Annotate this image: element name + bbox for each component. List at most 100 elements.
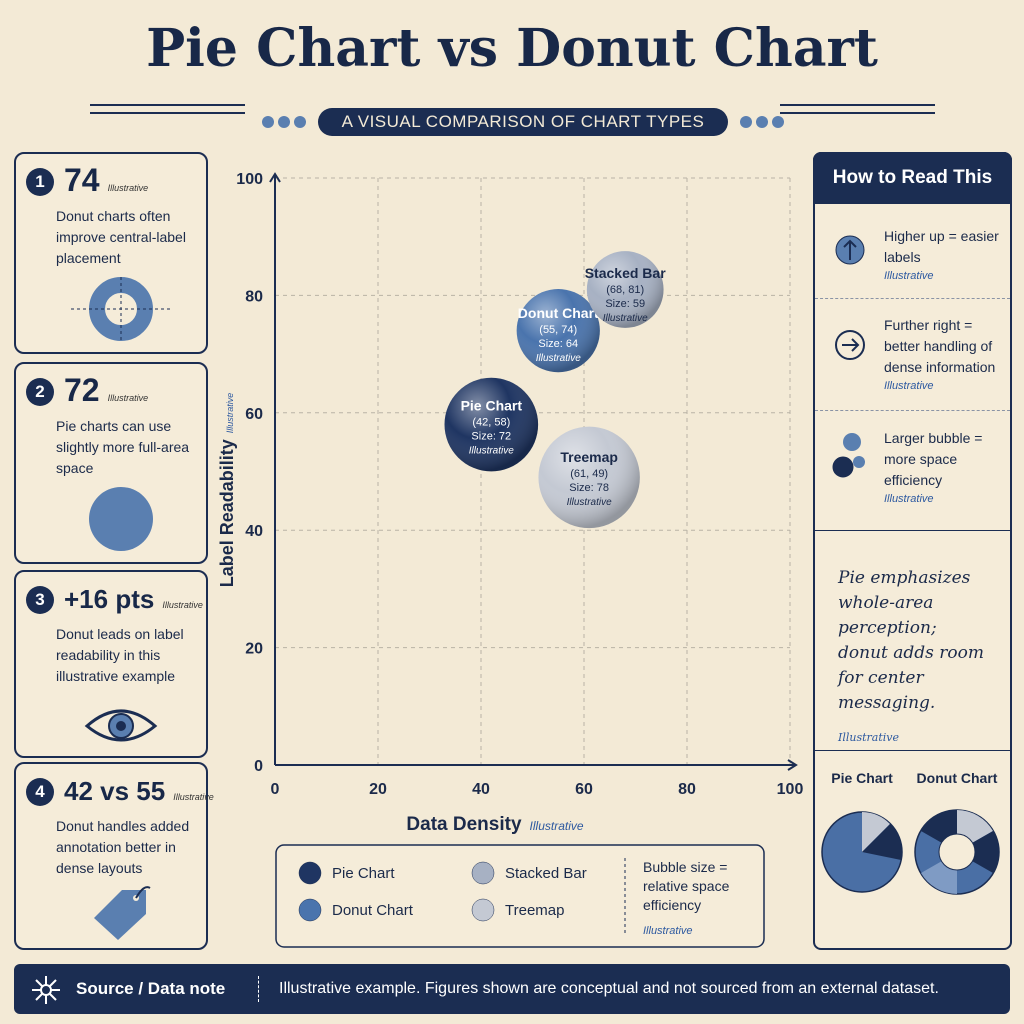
rule <box>780 104 935 106</box>
x-tick-label: 60 <box>575 781 593 798</box>
y-axis-label: Label Readability Illustrative <box>217 393 237 588</box>
legend-label: Treemap <box>505 902 564 919</box>
card-text: Pie charts can use slightly more full-ar… <box>56 418 190 476</box>
legend-swatch <box>471 861 495 885</box>
footer: Source / Data note Illustrative example.… <box>14 964 1010 1014</box>
legend-label: Pie Chart <box>332 865 395 882</box>
bubble-note: Illustrative <box>536 353 581 364</box>
x-tick-label: 0 <box>271 781 280 798</box>
mini-charts <box>821 809 1000 895</box>
mini-label: Pie Chart <box>831 770 893 786</box>
guide-text: Further right = better handling of dense… <box>884 317 996 375</box>
bubble-point-label: (42, 58) <box>472 417 510 429</box>
card-tag: Illustrative <box>173 792 214 802</box>
guide-item: Higher up = easier labels Illustrative <box>884 226 1004 284</box>
legend-note-tag: Illustrative <box>643 925 693 937</box>
legend-swatch <box>471 898 495 922</box>
tag-icon <box>94 886 151 940</box>
dot <box>262 116 274 128</box>
dot <box>278 116 290 128</box>
y-tick-label: 0 <box>254 758 263 775</box>
stat-card: 1 74 Illustrative Donut charts often impr… <box>14 152 208 354</box>
divider <box>815 410 1010 412</box>
rule <box>780 112 935 114</box>
bubble-name: Stacked Bar <box>585 265 666 281</box>
guide-item: Further right = better handling of dense… <box>884 315 1004 394</box>
card-number: 4 <box>26 778 54 806</box>
x-tick-label: 80 <box>678 781 696 798</box>
bubble-shine <box>586 251 664 328</box>
y-tick-label: 100 <box>236 171 263 188</box>
legend-note-line: relative space <box>643 878 730 894</box>
x-tick-label: 40 <box>472 781 490 798</box>
summary-tag: Illustrative <box>838 731 900 744</box>
guide-text: Higher up = easier labels <box>884 228 999 265</box>
bubble-name: Treemap <box>560 449 618 465</box>
dot <box>740 116 752 128</box>
stat-card: 2 72 Illustrative Pie charts can use slig… <box>14 362 208 564</box>
bubble-name: Donut Chart <box>518 305 599 321</box>
y-tick-label: 60 <box>245 406 263 423</box>
card-stat-line: 74 Illustrative <box>64 162 148 199</box>
legend-note-line: Bubble size = <box>643 859 727 875</box>
card-text: Donut leads on label readability in this… <box>56 626 184 684</box>
legend-box <box>275 844 765 948</box>
bubble-note: Illustrative <box>469 446 514 457</box>
stat-card: 3 +16 pts Illustrative Donut leads on lab… <box>14 570 208 758</box>
card-number: 1 <box>26 168 54 196</box>
divider <box>815 530 1010 531</box>
main-title: Pie Chart vs Donut Chart <box>146 18 878 79</box>
bubble-note: Illustrative <box>567 497 612 508</box>
legend-label: Stacked Bar <box>505 865 587 882</box>
y-axis-title: Label Readability <box>217 439 237 587</box>
legend-note: Bubble size = relative space efficiency <box>643 859 730 913</box>
x-axis-title: Data Density <box>406 814 522 835</box>
x-axis-label: Data Density Illustrative <box>406 814 583 835</box>
x-axis-note: Illustrative <box>530 819 584 833</box>
guide-summary: Pie emphasizes whole-area perception; do… <box>838 566 988 746</box>
dot <box>756 116 768 128</box>
bubble-shine <box>538 426 640 529</box>
footer-label: Source / Data note <box>76 979 226 998</box>
pie-icon <box>89 487 153 551</box>
legend-swatch <box>298 861 322 885</box>
y-axis-note: Illustrative <box>225 393 235 434</box>
guide-tag: Illustrative <box>884 270 934 282</box>
card-stat: +16 pts <box>64 584 155 614</box>
bubble-shine <box>444 377 539 472</box>
card-number: 2 <box>26 378 54 406</box>
bubble-size-label: Size: 78 <box>569 482 609 494</box>
card-text: Donut handles added annotation better in… <box>56 818 190 876</box>
card-tag: Illustrative <box>107 183 149 193</box>
eye-icon <box>84 709 158 742</box>
card-stat: 42 vs 55 <box>64 776 166 806</box>
card-stat-line: +16 pts Illustrative <box>64 584 203 615</box>
bubble-chart: 0 20 40 60 80 100 0 20 40 60 80 100 Data Density Illu… <box>217 171 803 948</box>
y-tick-label: 80 <box>245 288 263 305</box>
bubble-shine <box>516 289 600 373</box>
footer-icon <box>32 976 60 1004</box>
card-number: 3 <box>26 586 54 614</box>
legend-label: Donut Chart <box>332 902 414 919</box>
bubble-size-label: Size: 64 <box>538 338 578 350</box>
guide-title: How to Read This <box>813 152 1012 204</box>
guide-tag: Illustrative <box>884 493 934 505</box>
guide-text: Larger bubble = more space efficiency <box>884 430 983 488</box>
legend-note-line: efficiency <box>643 897 701 913</box>
card-tag: Illustrative <box>162 600 203 610</box>
rule <box>90 104 245 106</box>
donut-icon <box>71 277 171 341</box>
divider <box>815 750 1010 751</box>
bubble-name: Pie Chart <box>461 398 523 414</box>
card-stat: 74 <box>64 162 100 198</box>
guide-tag: Illustrative <box>884 380 934 392</box>
guide-icons <box>832 235 865 478</box>
y-tick-label: 40 <box>245 523 263 540</box>
bubble-note: Illustrative <box>603 313 648 324</box>
card-stat-line: 72 Illustrative <box>64 372 148 409</box>
card-tag: Illustrative <box>107 393 149 403</box>
card-stat-line: 42 vs 55 Illustrative <box>64 776 214 807</box>
y-tick-label: 20 <box>245 641 263 658</box>
bubble-point-label: (61, 49) <box>570 468 608 480</box>
